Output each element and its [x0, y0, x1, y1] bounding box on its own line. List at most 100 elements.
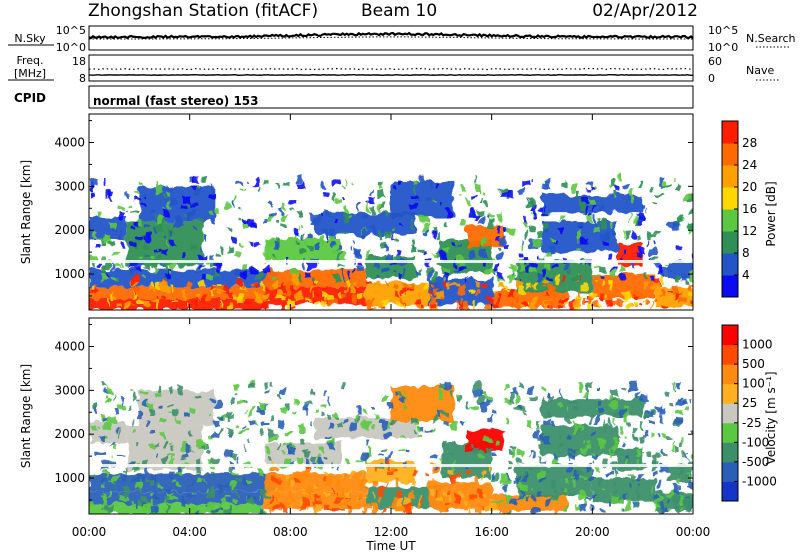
- velocity-echo: [278, 393, 283, 397]
- velocity-echo: [372, 405, 377, 410]
- velocity-echo: [679, 486, 683, 490]
- velocity-echo: [585, 481, 588, 485]
- power-echo: [297, 275, 302, 281]
- power-echo: [293, 243, 298, 246]
- power-echo: [380, 241, 387, 250]
- power-echo: [519, 279, 521, 282]
- velocity-echo: [193, 493, 197, 496]
- power-echo: [608, 254, 614, 258]
- power-echo: [226, 305, 234, 310]
- power-echo: [110, 295, 116, 300]
- velocity-echo: [293, 400, 299, 406]
- power-echo: [180, 204, 188, 209]
- velocity-echo: [157, 393, 161, 401]
- power-echo: [648, 276, 654, 282]
- velocity-echo: [623, 442, 628, 446]
- power-echo: [144, 223, 151, 226]
- velocity-echo: [629, 405, 633, 408]
- velocity-echo: [174, 495, 179, 500]
- velocity-echo: [182, 442, 187, 450]
- velocity-echo: [344, 460, 348, 464]
- power-echo: [155, 284, 163, 289]
- nsearch-label: N.Search: [746, 32, 796, 45]
- velocity-echo: [89, 500, 95, 508]
- velocity-echo: [467, 400, 471, 410]
- velocity-colorbar-swatch: [722, 383, 738, 404]
- velocity-echo: [642, 435, 646, 439]
- velocity-echo: [208, 471, 214, 474]
- velocity-echo: [626, 459, 630, 464]
- velocity-echo: [272, 502, 280, 509]
- power-echo: [378, 230, 383, 239]
- velocity-echo: [207, 490, 215, 498]
- power-echo: [391, 181, 454, 218]
- velocity-echo: [508, 393, 516, 396]
- power-echo: [382, 305, 389, 310]
- power-echo: [430, 199, 438, 202]
- power-echo: [396, 248, 401, 257]
- power-echo: [169, 231, 172, 240]
- velocity-echo: [248, 495, 251, 501]
- power-echo: [499, 192, 506, 198]
- power-echo: [612, 230, 618, 236]
- power-colorbar-swatch: [722, 275, 738, 298]
- power-echo: [478, 187, 481, 195]
- power-echo: [171, 198, 176, 203]
- power-echo: [465, 276, 467, 283]
- power-echo: [169, 264, 175, 271]
- velocity-echo: [484, 505, 492, 512]
- power-echo: [650, 257, 654, 261]
- velocity-echo: [134, 474, 141, 480]
- velocity-echo: [572, 419, 575, 427]
- velocity-echo: [517, 450, 524, 456]
- velocity-colorbar-tick-label: -100: [742, 435, 769, 449]
- velocity-echo: [259, 421, 265, 427]
- power-echo: [690, 300, 693, 307]
- power-echo: [327, 296, 329, 300]
- velocity-colorbar-swatch: [722, 461, 738, 482]
- velocity-echo: [623, 413, 628, 423]
- velocity-echo: [443, 420, 451, 425]
- power-echo: [413, 240, 416, 249]
- power-echo: [633, 290, 642, 297]
- power-echo: [606, 297, 614, 302]
- velocity-echo: [466, 470, 472, 476]
- power-echo: [450, 242, 455, 247]
- velocity-echo: [445, 500, 452, 503]
- power-echo: [443, 270, 450, 279]
- power-echo: [343, 178, 346, 186]
- velocity-echo: [96, 450, 104, 455]
- velocity-echo: [577, 491, 585, 499]
- power-echo: [140, 205, 148, 208]
- velocity-echo: [613, 417, 616, 424]
- power-echo: [495, 276, 499, 282]
- velocity-echo: [332, 506, 340, 512]
- power-echo: [564, 261, 570, 269]
- power-echo: [528, 195, 535, 204]
- velocity-echo: [267, 454, 272, 462]
- velocity-echo: [213, 421, 219, 428]
- power-echo: [303, 224, 305, 227]
- velocity-echo: [370, 507, 375, 510]
- power-echo: [687, 283, 692, 292]
- power-echo: [110, 276, 118, 281]
- power-echo: [282, 282, 285, 290]
- velocity-echo: [196, 466, 201, 473]
- velocity-echo: [224, 509, 231, 513]
- velocity-echo: [164, 440, 169, 449]
- velocity-echo: [199, 444, 203, 449]
- velocity-echo: [191, 495, 197, 500]
- velocity-echo: [515, 476, 521, 484]
- velocity-ytick-label: 4000: [54, 340, 85, 354]
- power-echo: [343, 281, 345, 284]
- power-echo: [114, 215, 117, 218]
- power-echo: [555, 275, 559, 283]
- power-echo: [333, 273, 340, 281]
- power-echo: [518, 252, 524, 259]
- power-echo: [131, 240, 139, 249]
- power-echo: [344, 204, 348, 213]
- velocity-echo: [177, 385, 181, 394]
- velocity-echo: [373, 505, 377, 513]
- power-echo: [582, 197, 589, 205]
- power-echo: [522, 179, 530, 187]
